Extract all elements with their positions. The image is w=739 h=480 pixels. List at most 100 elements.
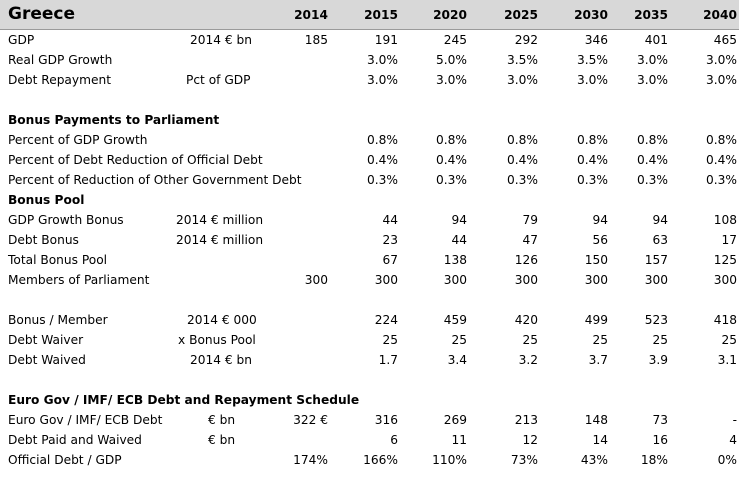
value-cell: 465 — [713, 33, 737, 47]
value-cell: 47 — [522, 233, 538, 247]
row-label: Debt Bonus — [8, 233, 79, 247]
value-cell: 191 — [374, 33, 398, 47]
value-cell: 459 — [443, 313, 467, 327]
value-cell: 67 — [382, 253, 398, 267]
value-cell: 0.4% — [367, 153, 398, 167]
value-cell: 23 — [382, 233, 398, 247]
value-cell: 108 — [713, 213, 737, 227]
value-cell: 25 — [451, 333, 467, 347]
sheet-title: Greece — [8, 4, 76, 24]
value-cell: 25 — [522, 333, 538, 347]
row-unit: 2014 € million — [176, 233, 264, 247]
value-cell: 73 — [652, 413, 668, 427]
value-cell: 3.5% — [577, 53, 608, 67]
value-cell: 3.0% — [706, 73, 737, 87]
row-label: Percent of Reduction of Other Government… — [8, 173, 302, 187]
value-cell: 12 — [522, 433, 538, 447]
value-cell: 94 — [451, 213, 467, 227]
value-cell: 73% — [510, 453, 538, 467]
value-cell: 126 — [514, 253, 538, 267]
value-cell: 185 — [304, 33, 328, 47]
value-cell: 0.8% — [637, 133, 668, 147]
year-header-2014: 2014 — [294, 8, 328, 22]
value-cell: 300 — [304, 273, 328, 287]
value-cell: 0.4% — [507, 153, 538, 167]
section-heading: Bonus Payments to Parliament — [8, 113, 220, 127]
value-cell: 5.0% — [436, 53, 467, 67]
value-cell: 3.0% — [367, 73, 398, 87]
section-heading: Euro Gov / IMF/ ECB Debt and Repayment S… — [8, 393, 360, 407]
value-cell: 17 — [721, 233, 737, 247]
row-label: Total Bonus Pool — [8, 253, 108, 267]
value-cell: 3.5% — [507, 53, 538, 67]
value-cell: 292 — [514, 33, 538, 47]
row-label: Bonus / Member — [8, 313, 108, 327]
row-label: Debt Paid and Waived — [8, 433, 142, 447]
value-cell: 157 — [644, 253, 668, 267]
year-header-2030: 2030 — [574, 8, 608, 22]
value-cell: 3.7 — [588, 353, 608, 367]
value-cell: 3.0% — [637, 73, 668, 87]
value-cell: 0.3% — [507, 173, 538, 187]
value-cell: 3.2 — [518, 353, 538, 367]
row-label: Percent of GDP Growth — [8, 133, 148, 147]
row-unit: 2014 € bn — [190, 353, 252, 367]
row-unit: 2014 € million — [176, 213, 264, 227]
value-cell: 0.4% — [637, 153, 668, 167]
value-cell: 300 — [584, 273, 608, 287]
value-cell: 125 — [713, 253, 737, 267]
value-cell: 346 — [584, 33, 608, 47]
value-cell: 3.9 — [648, 353, 668, 367]
value-cell: 3.4 — [447, 353, 467, 367]
value-cell: 174% — [293, 453, 328, 467]
value-cell: 166% — [363, 453, 398, 467]
value-cell: 0.3% — [637, 173, 668, 187]
value-cell: 44 — [382, 213, 398, 227]
value-cell: 3.0% — [507, 73, 538, 87]
value-cell: 14 — [592, 433, 608, 447]
value-cell: 56 — [592, 233, 608, 247]
value-cell: 3.1 — [717, 353, 737, 367]
value-cell: 94 — [652, 213, 668, 227]
value-cell: 25 — [721, 333, 737, 347]
header-row: Greece 2014 2015 2020 2025 2030 2035 2040 — [0, 0, 739, 30]
value-cell: 0.4% — [436, 153, 467, 167]
value-cell: 79 — [522, 213, 538, 227]
value-cell: 150 — [584, 253, 608, 267]
value-cell: 300 — [443, 273, 467, 287]
value-cell: 300 — [514, 273, 538, 287]
value-cell: 3.0% — [367, 53, 398, 67]
value-cell: 3.0% — [436, 73, 467, 87]
value-cell: 0% — [717, 453, 737, 467]
row-unit: Pct of GDP — [186, 73, 251, 87]
value-cell: 1.7 — [378, 353, 398, 367]
row-label: Debt Waived — [8, 353, 86, 367]
value-cell: 11 — [451, 433, 467, 447]
row-unit: 2014 € 000 — [187, 313, 257, 327]
year-header-2040: 2040 — [703, 8, 737, 22]
value-cell: 148 — [584, 413, 608, 427]
value-cell: 18% — [640, 453, 668, 467]
value-cell: 420 — [514, 313, 538, 327]
value-cell: 0.4% — [577, 153, 608, 167]
value-cell: 94 — [592, 213, 608, 227]
value-cell: 300 — [713, 273, 737, 287]
value-cell: 269 — [443, 413, 467, 427]
row-label: Official Debt / GDP — [8, 453, 122, 467]
value-cell: 0.3% — [436, 173, 467, 187]
value-cell: 25 — [652, 333, 668, 347]
year-header-2020: 2020 — [433, 8, 467, 22]
row-label: Members of Parliament — [8, 273, 150, 287]
row-unit: € bn — [208, 413, 236, 427]
row-label: Euro Gov / IMF/ ECB Debt — [8, 413, 163, 427]
value-cell: 3.0% — [706, 53, 737, 67]
value-cell: 0.8% — [436, 133, 467, 147]
value-cell: 499 — [584, 313, 608, 327]
value-cell: 0.3% — [367, 173, 398, 187]
value-cell: 0.8% — [367, 133, 398, 147]
row-unit: € bn — [208, 433, 236, 447]
value-cell: 523 — [644, 313, 668, 327]
year-header-2015: 2015 — [364, 8, 398, 22]
value-cell: - — [732, 413, 737, 427]
row-label: Percent of Debt Reduction of Official De… — [8, 153, 263, 167]
